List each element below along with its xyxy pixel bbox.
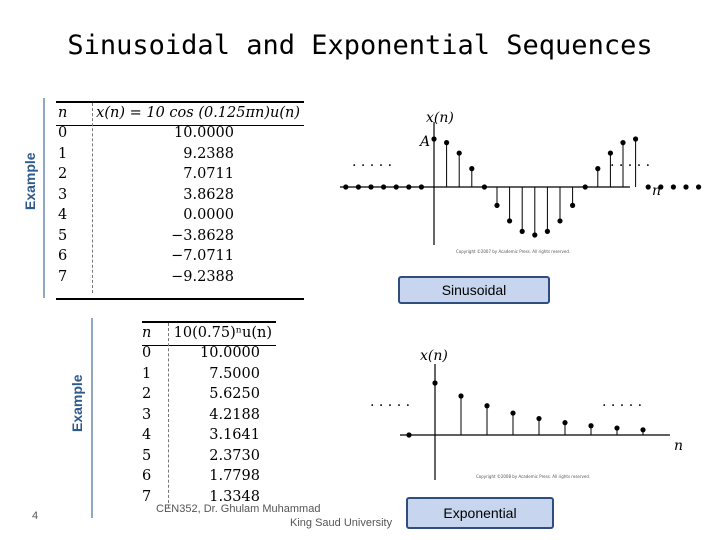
stem-point	[406, 432, 412, 438]
dots-left: . . . . .	[370, 394, 410, 410]
table-row: 6 −7.0711	[58, 248, 234, 265]
table-row: 1 9.2388	[58, 145, 234, 162]
table-row: 5 2.3730	[142, 447, 260, 464]
stem-point	[645, 184, 651, 190]
stem-point	[343, 184, 349, 190]
table2-header-expr: 10(0.75)ⁿu(n)	[173, 325, 272, 341]
x-axis-label: n	[652, 183, 661, 199]
dots-right: . . . . .	[610, 154, 650, 170]
example-label-top: Example	[22, 152, 38, 210]
left-divider-bottom	[91, 318, 93, 518]
stem-point	[484, 403, 490, 409]
table-row: 0 10.0000	[58, 125, 234, 142]
table1-header-expr: x(n) = 10 cos (0.125πn)u(n)	[96, 105, 300, 121]
stem-point	[570, 202, 576, 208]
table2-header-rule	[142, 345, 276, 346]
sinusoidal-callout: Sinusoidal	[398, 276, 550, 304]
stem-point	[532, 232, 538, 238]
exponential-stem-plot: x(n) n . . . . . . . . . . Copyright ©2008 b…	[370, 348, 683, 480]
stem-point	[418, 184, 424, 190]
stem-point	[510, 410, 516, 416]
stem-point	[607, 150, 613, 156]
x-axis-label: n	[674, 438, 683, 454]
table-row: 5 −3.8628	[58, 227, 234, 244]
y-axis-label: x(n)	[426, 110, 454, 126]
stem-point	[368, 184, 374, 190]
copyright-note: Copyright ©2008 by Academic Press. All r…	[476, 474, 590, 479]
stem-point	[658, 184, 664, 190]
table-row: 7 1.3348	[142, 488, 260, 505]
example-label-bottom: Example	[69, 374, 85, 432]
left-divider-top	[43, 98, 45, 298]
table-row: 1 7.5000	[142, 365, 260, 382]
dots-left: . . . . .	[352, 154, 392, 170]
stem-point	[481, 184, 487, 190]
table2-top-rule	[142, 321, 276, 323]
stem-point	[432, 380, 438, 386]
table-row: 4 0.0000	[58, 207, 234, 224]
table-row: 3 3.8628	[58, 186, 234, 203]
stem-point	[544, 228, 550, 234]
sinusoidal-table: n x(n) = 10 cos (0.125πn)u(n) 0 10.0000 1…	[54, 103, 304, 287]
stem-point	[557, 218, 563, 224]
table-row: 0 10.0000	[142, 345, 260, 362]
exponential-callout: Exponential	[406, 497, 554, 529]
table1-bottom-rule	[56, 298, 304, 300]
stem-point	[696, 184, 702, 190]
stem-point	[562, 420, 568, 426]
table-row: 6 1.7798	[142, 468, 260, 485]
stem-point	[633, 136, 639, 142]
stem-point	[456, 150, 462, 156]
table-row: 3 4.2188	[142, 406, 260, 423]
stem-point	[458, 393, 464, 399]
stem-point	[640, 427, 646, 433]
stem-point	[582, 184, 588, 190]
y-axis-label: x(n)	[420, 348, 448, 364]
table-row: 4 3.1641	[142, 427, 260, 444]
stem-point	[519, 228, 525, 234]
table2-header-n: n	[142, 325, 152, 341]
stem-point	[381, 184, 387, 190]
stem-point	[431, 136, 437, 142]
exponential-table: n 10(0.75)ⁿu(n) 0 10.0000 1 7.5000 2 5.6250…	[138, 323, 276, 507]
stem-point	[494, 202, 500, 208]
page-number: 4	[32, 510, 39, 522]
table-row: 2 5.6250	[142, 386, 260, 403]
stem-point	[393, 184, 399, 190]
stem-point	[355, 184, 361, 190]
footer-university: King Saud University	[290, 517, 393, 529]
stem-point	[444, 140, 450, 146]
table2-col-sep	[168, 323, 169, 508]
stem-point	[507, 218, 513, 224]
table-row: 7 −9.2388	[58, 268, 234, 285]
stem-point	[406, 184, 412, 190]
sinusoidal-stem-plot: x(n)An. . . . .. . . . .Copyright ©2007 …	[340, 110, 702, 254]
stem-point	[683, 184, 689, 190]
table1-col-sep	[92, 103, 93, 293]
stem-point	[588, 423, 594, 429]
table1-header-n: n	[58, 105, 68, 121]
stem-point	[620, 140, 626, 146]
dots-right: . . . . .	[602, 394, 642, 410]
table-row: 2 7.0711	[58, 166, 234, 183]
stem-point	[670, 184, 676, 190]
footer-author: CEN352, Dr. Ghulam Muhammad	[156, 503, 321, 515]
copyright-note: Copyright ©2007 by Academic Press. All r…	[456, 249, 570, 254]
slide-title: Sinusoidal and Exponential Sequences	[67, 30, 653, 61]
stem-point	[614, 425, 620, 431]
stem-point	[469, 166, 475, 172]
table1-header-rule	[56, 125, 304, 126]
stem-point	[536, 415, 542, 422]
amplitude-label: A	[418, 134, 430, 150]
table1-top-rule	[56, 101, 304, 103]
stem-point	[595, 166, 601, 172]
